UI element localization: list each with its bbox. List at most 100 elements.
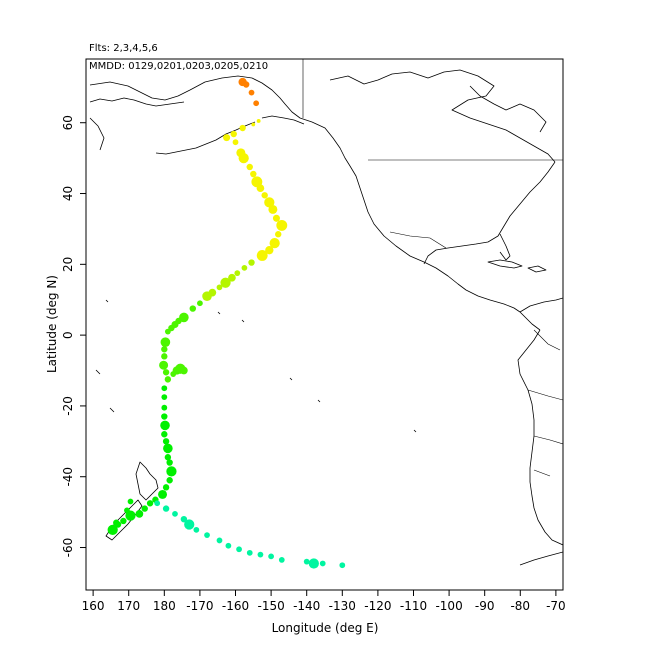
trajectory-point [261, 192, 268, 199]
trajectory-point [303, 558, 310, 565]
x-axis-title: Longitude (deg E) [272, 621, 379, 635]
trajectory-point [256, 119, 261, 123]
trajectory-point [161, 404, 168, 411]
x-tick-label: -170 [186, 599, 213, 613]
x-tick-label: 170 [117, 599, 140, 613]
trajectory-point [239, 124, 246, 132]
trajectory-point [161, 385, 168, 392]
plot-frame [85, 58, 564, 591]
trajectory-point [220, 277, 231, 288]
x-tick-label: -110 [400, 599, 427, 613]
y-tick-label: -60 [61, 538, 75, 558]
x-tick-label: -90 [475, 599, 495, 613]
dates-annotation: MMDD: 0129,0201,0203,0205,0210 [89, 61, 268, 72]
y-tick-label: 40 [61, 186, 75, 201]
trajectory-point [241, 264, 248, 271]
y-tick-label: -20 [61, 396, 75, 416]
trajectory-point [216, 537, 223, 544]
aleutian-islands [155, 121, 256, 155]
trajectory-point [272, 214, 280, 222]
trajectory-point [193, 526, 200, 533]
trajectory-point [257, 551, 264, 558]
trajectory-point [162, 438, 170, 445]
y-axis-title: Latitude (deg N) [45, 275, 59, 373]
x-tick-label: 160 [82, 599, 105, 613]
trajectory-point [230, 130, 237, 138]
trajectory-point [146, 500, 154, 507]
trajectory-point [189, 305, 196, 312]
trajectory-point [264, 197, 275, 208]
trajectory-point [248, 89, 255, 96]
y-tick-label: 20 [61, 257, 75, 272]
antarctic-coast [519, 551, 563, 566]
trajectory-point [161, 394, 168, 400]
trajectory-point [238, 153, 249, 164]
trajectory-point [265, 246, 274, 255]
trajectory-point [256, 184, 265, 193]
trajectory-point [166, 459, 173, 466]
trajectory-point [161, 431, 168, 438]
trajectory-point [276, 219, 288, 231]
trajectory-point [223, 134, 231, 142]
trajectory-point [141, 505, 148, 512]
trajectory-point [164, 376, 172, 383]
trajectory-point [180, 516, 188, 523]
us-mexico-border [389, 231, 447, 249]
florida [499, 233, 511, 261]
x-tick-label: -130 [329, 599, 356, 613]
trajectory-point [246, 163, 253, 171]
trajectory-point [216, 284, 223, 291]
x-tick-label: -70 [546, 599, 566, 613]
arctic-islands [329, 69, 556, 163]
trajectory-point [161, 413, 168, 420]
trajectory-point [228, 273, 236, 282]
y-tick-label: -40 [61, 467, 75, 487]
trajectory-point [275, 231, 282, 238]
trajectory-point [268, 204, 278, 214]
world-coastline-map [89, 59, 563, 566]
trajectory-point [197, 300, 203, 307]
south-america-coastline [517, 329, 563, 546]
trajectory-point [253, 100, 260, 107]
trajectory-point [225, 542, 232, 549]
y-tick-label: 60 [61, 115, 75, 130]
trajectory-point [248, 259, 255, 266]
trajectory-point [107, 524, 118, 535]
x-tick-label: -160 [222, 599, 249, 613]
trajectory-point [234, 270, 241, 277]
trajectory-point [160, 337, 171, 348]
trajectory-point [127, 498, 134, 505]
trajectory-point [125, 510, 136, 521]
x-tick-label: -80 [510, 599, 530, 613]
flights-annotation: Flts: 2,3,4,5,6 [89, 43, 158, 54]
trajectory-point [160, 420, 170, 431]
trajectory-point [184, 519, 195, 530]
trajectory-point [135, 510, 144, 518]
trajectory-point [339, 562, 346, 569]
trajectory-point [278, 557, 285, 563]
arctic-coastline [89, 97, 185, 107]
trajectory-point [251, 122, 256, 127]
trajectory-point [113, 519, 120, 526]
trajectory-point [120, 517, 127, 525]
x-tick-label: 180 [153, 599, 176, 613]
trajectory-point [319, 560, 326, 567]
north-america-east-coast [423, 161, 556, 265]
trajectory-point [163, 443, 173, 454]
hudson-bay [469, 85, 547, 133]
trajectory-point [166, 477, 173, 484]
trajectory-point [161, 353, 168, 360]
cuba [487, 259, 523, 269]
trajectory-point [250, 170, 257, 178]
hispaniola [527, 265, 547, 273]
trajectory-point [124, 507, 130, 514]
south-america-borders [527, 329, 563, 477]
trajectory-point [162, 505, 170, 512]
x-tick-label: -140 [293, 599, 320, 613]
trajectory-point [204, 532, 210, 539]
trajectory-point [202, 291, 212, 301]
trajectory-point [159, 360, 169, 370]
trajectory-point [268, 553, 274, 560]
y-tick-label: 0 [61, 331, 75, 339]
